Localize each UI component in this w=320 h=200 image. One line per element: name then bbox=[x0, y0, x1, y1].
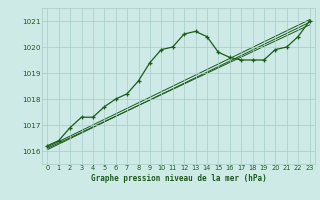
X-axis label: Graphe pression niveau de la mer (hPa): Graphe pression niveau de la mer (hPa) bbox=[91, 174, 266, 183]
